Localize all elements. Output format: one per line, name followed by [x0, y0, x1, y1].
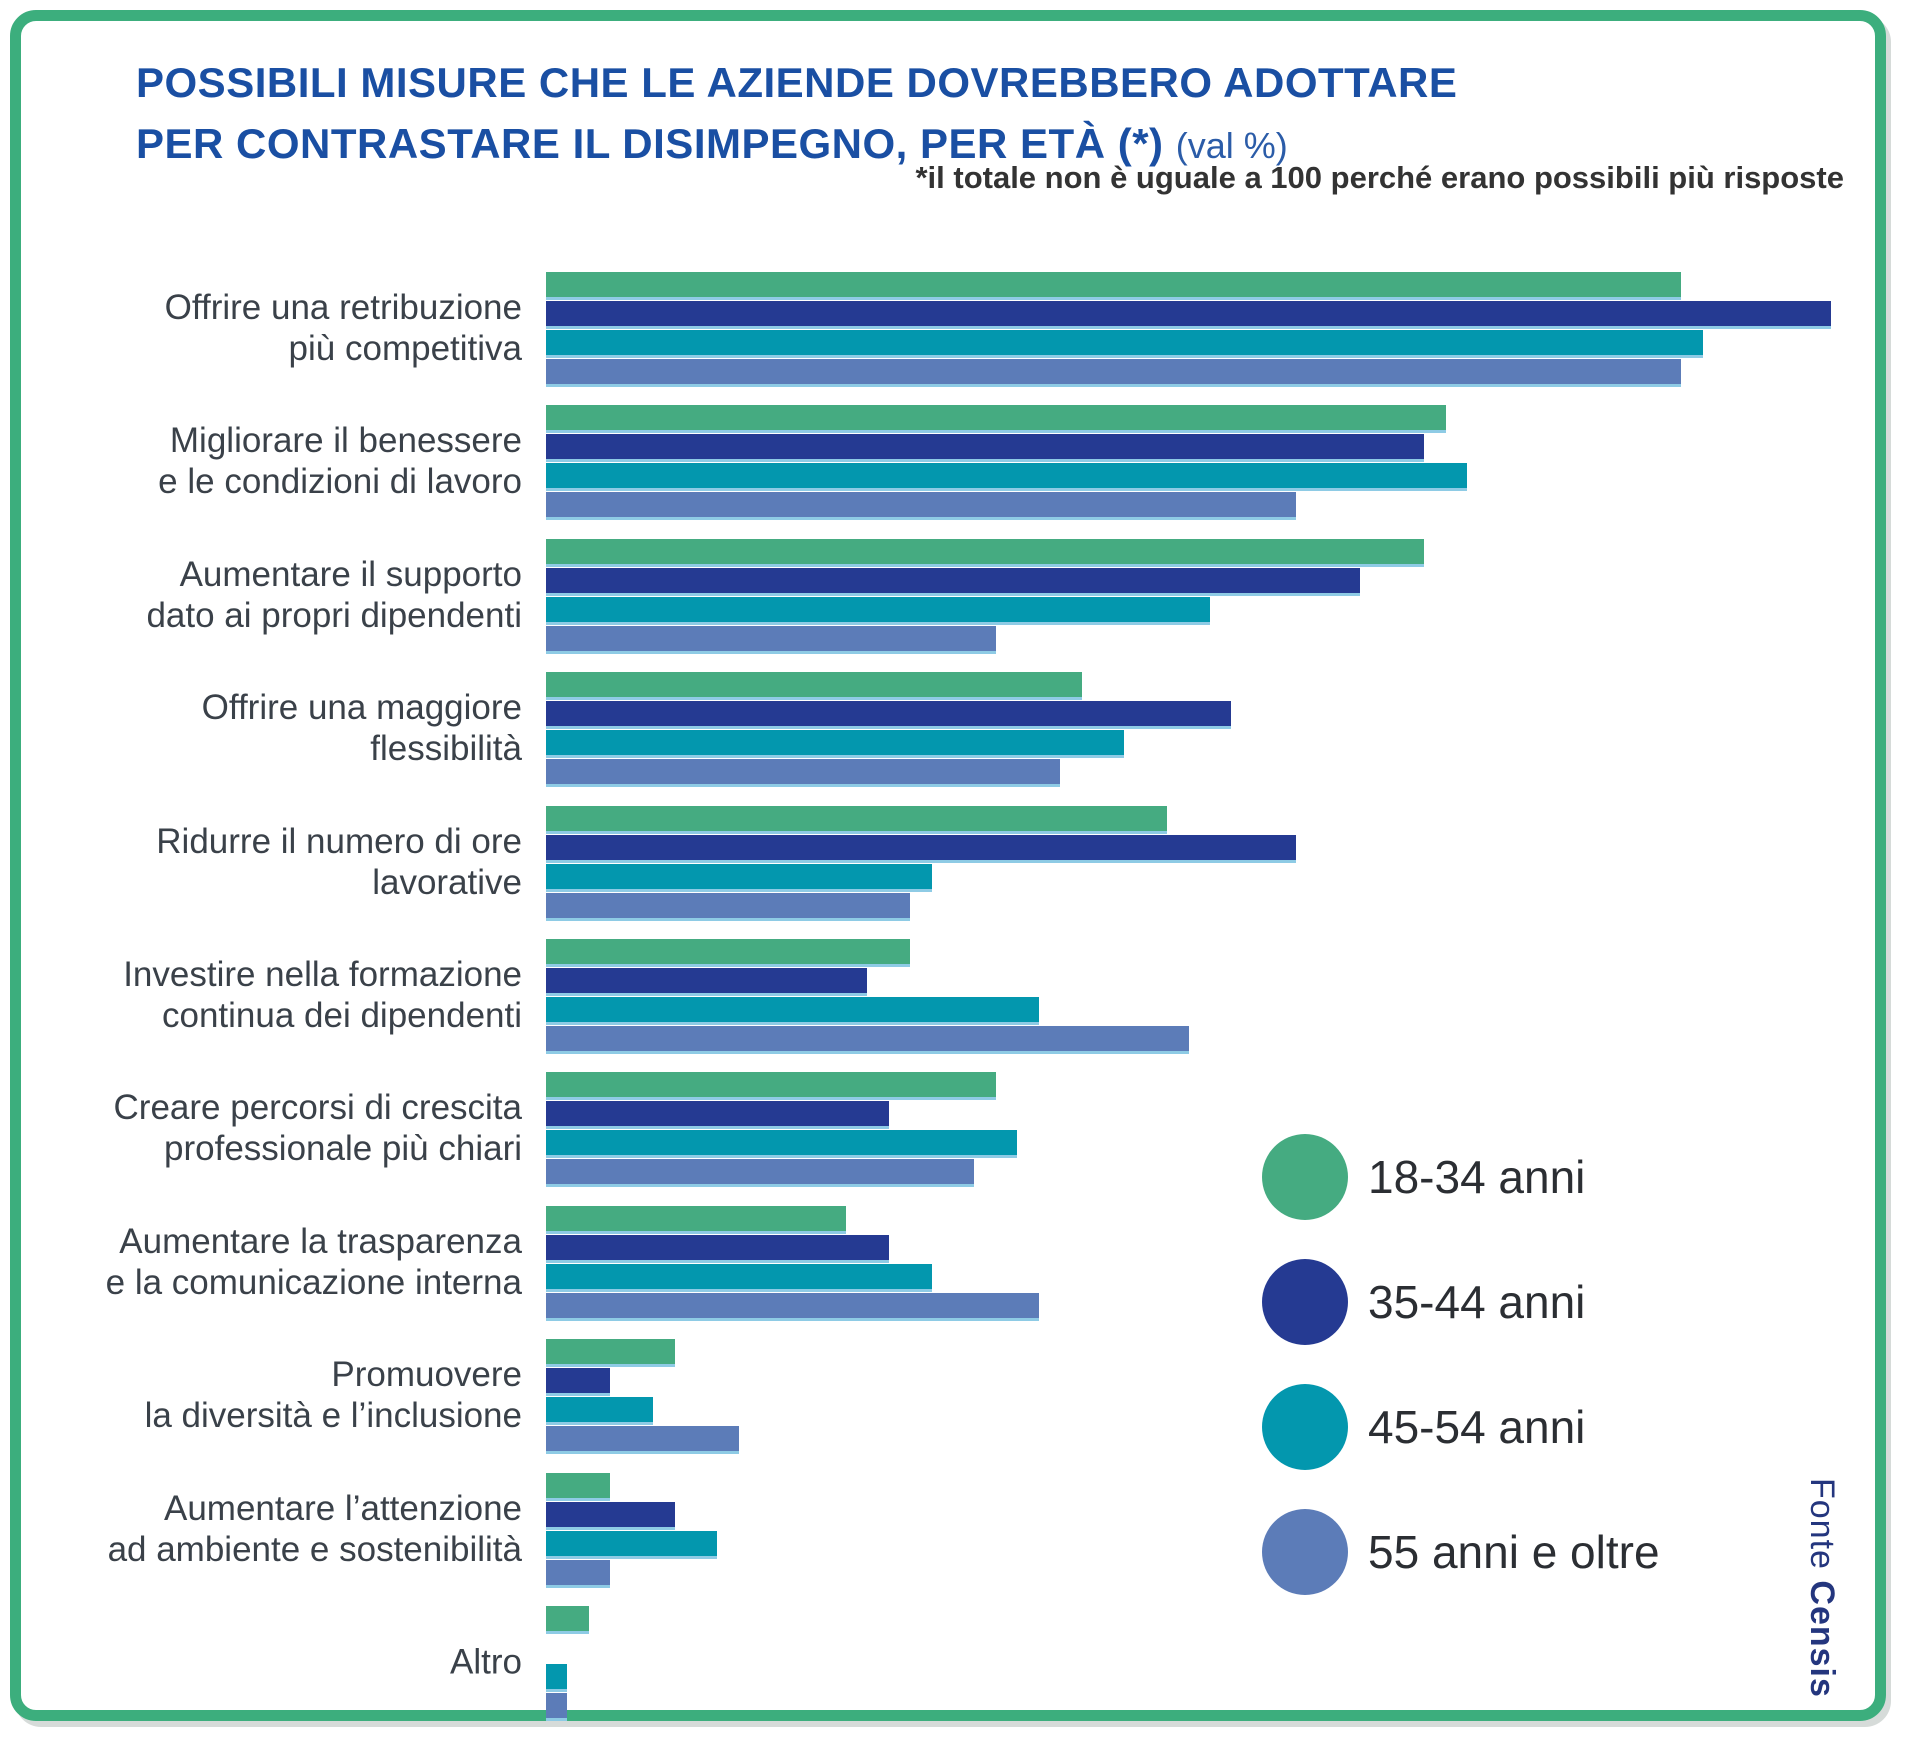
bar-35-44-cat9	[546, 1368, 611, 1394]
bar-45-54-cat3	[546, 596, 1211, 622]
category-label: Aumentare la trasparenza e la comunicazio…	[60, 1221, 522, 1303]
bar-55-oltre-cat5	[546, 892, 911, 918]
legend-swatch-18-34	[1262, 1134, 1348, 1220]
bar-45-54-cat2	[546, 463, 1468, 489]
bar-18-34-cat8	[546, 1205, 846, 1231]
footnote: *il totale non è uguale a 100 perché era…	[915, 160, 1844, 195]
bar-55-oltre-cat7	[546, 1159, 975, 1185]
title-line1: POSSIBILI MISURE CHE LE AZIENDE DOVREBBE…	[136, 59, 1458, 106]
category-label-line: Aumentare la trasparenza	[119, 1221, 522, 1261]
category-label-line: Offrire una retribuzione	[164, 288, 522, 327]
bar-18-34-cat10	[546, 1472, 611, 1498]
category-label-line: professionale più chiari	[164, 1129, 522, 1169]
category-label-line: Ridurre il numero di ore	[156, 821, 522, 861]
bar-18-34-cat7	[546, 1072, 996, 1098]
category-label-line: Migliorare il benessere	[169, 421, 522, 461]
bar-55-oltre-cat11	[546, 1693, 568, 1718]
legend-label-35-44: 35-44 anni	[1368, 1276, 1586, 1328]
category-label: Creare percorsi di crescita professionale…	[60, 1087, 522, 1169]
page-title: POSSIBILI MISURE CHE LE AZIENDE DOVREBBE…	[136, 52, 1636, 176]
bar-35-44-cat7	[546, 1101, 889, 1127]
category-label: Ridurre il numero di ore lavorative	[60, 821, 522, 903]
bar-55-oltre-cat1	[546, 359, 1682, 384]
bar-45-54-cat11	[546, 1664, 568, 1689]
category-label: Aumentare l’attenzione ad ambiente e sost…	[60, 1488, 522, 1570]
bar-35-44-cat10	[546, 1501, 675, 1527]
category-label-line: la diversità e l’inclusione	[144, 1396, 522, 1436]
title-line2: PER CONTRASTARE IL DISIMPEGNO, PER ETÀ (…	[136, 120, 1164, 167]
legend-swatch-45-54	[1262, 1384, 1348, 1470]
category-label-line: Aumentare il supporto	[179, 554, 522, 594]
category-label: Migliorare il benessere e le condizioni d…	[60, 420, 522, 502]
bar-55-oltre-cat3	[546, 625, 996, 651]
category-label-line: Creare percorsi di crescita	[113, 1088, 522, 1128]
category-label-line: ad ambiente e sostenibilità	[107, 1529, 522, 1569]
category-label-line: flessibilità	[370, 729, 522, 769]
bar-55-oltre-cat8	[546, 1292, 1039, 1318]
category-label: Investire nella formazione continua dei d…	[60, 954, 522, 1036]
title-unit: (val %)	[1175, 125, 1288, 166]
legend-label-18-34: 18-34 anni	[1368, 1151, 1586, 1203]
category-label-line: Investire nella formazione	[123, 955, 522, 994]
bar-18-34-cat3	[546, 538, 1425, 564]
bar-35-44-cat8	[546, 1234, 889, 1260]
bar-55-oltre-cat10	[546, 1559, 611, 1585]
category-label-line: più competitiva	[288, 329, 522, 368]
category-label: Offrire una maggiore flessibilità	[60, 687, 522, 769]
legend-swatch-55-oltre	[1262, 1509, 1348, 1595]
bar-45-54-cat1	[546, 330, 1703, 355]
category-label: Offrire una retribuzione più competitiva	[60, 287, 522, 369]
bar-18-34-cat5	[546, 805, 1168, 831]
legend-label-55-oltre: 55 anni e oltre	[1368, 1526, 1660, 1578]
bar-35-44-cat3	[546, 567, 1360, 593]
bar-45-54-cat8	[546, 1263, 932, 1289]
bar-35-44-cat5	[546, 834, 1296, 860]
source-name: Censis	[1803, 1580, 1841, 1698]
category-label-line: e la comunicazione interna	[105, 1262, 522, 1302]
category-label-line: Aumentare l’attenzione	[164, 1488, 522, 1528]
bar-55-oltre-cat2	[546, 492, 1296, 518]
bar-35-44-cat2	[546, 434, 1425, 460]
category-label: Aumentare il supporto dato ai propri dipe…	[60, 554, 522, 636]
legend-label-45-54: 45-54 anni	[1368, 1401, 1586, 1453]
category-label-line: e le condizioni di lavoro	[158, 462, 522, 502]
bar-18-34-cat2	[546, 405, 1446, 431]
bar-35-44-cat1	[546, 301, 1832, 326]
bar-18-34-cat9	[546, 1339, 675, 1365]
bar-55-oltre-cat6	[546, 1026, 1189, 1051]
bar-18-34-cat6	[546, 939, 911, 964]
bar-45-54-cat9	[546, 1397, 654, 1423]
source-prefix: Fonte	[1803, 1478, 1841, 1581]
bar-45-54-cat6	[546, 997, 1039, 1022]
bar-18-34-cat4	[546, 672, 1082, 698]
bar-18-34-cat11	[546, 1606, 589, 1631]
legend-swatch-35-44	[1262, 1259, 1348, 1345]
bar-55-oltre-cat4	[546, 759, 1061, 785]
category-label-line: lavorative	[372, 862, 522, 902]
bar-45-54-cat7	[546, 1130, 1018, 1156]
bar-45-54-cat5	[546, 863, 932, 889]
bar-45-54-cat10	[546, 1530, 718, 1556]
category-label: Promuovere la diversità e l’inclusione	[60, 1354, 522, 1436]
category-label-line: Promuovere	[331, 1355, 522, 1395]
category-label-line: continua dei dipendenti	[161, 996, 522, 1035]
category-label-line: Offrire una maggiore	[201, 688, 522, 728]
bar-18-34-cat1	[546, 272, 1682, 297]
category-label-line: Altro	[450, 1642, 522, 1682]
bar-35-44-cat6	[546, 968, 868, 993]
bar-45-54-cat4	[546, 730, 1125, 756]
bar-35-44-cat4	[546, 701, 1232, 727]
source-label: Fonte Censis	[1802, 1478, 1841, 1718]
bar-55-oltre-cat9	[546, 1426, 739, 1452]
category-label-line: dato ai propri dipendenti	[146, 595, 522, 635]
category-label: Altro	[60, 1642, 522, 1683]
